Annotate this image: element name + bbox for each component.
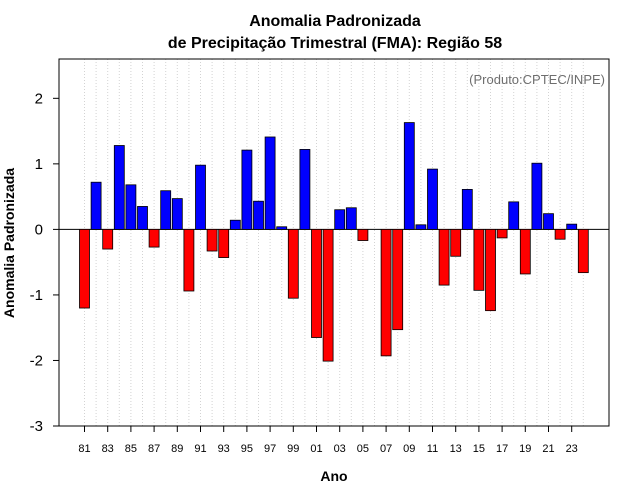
bar-2017	[496, 228, 508, 239]
bar-2013	[450, 228, 462, 257]
bar-1997	[264, 136, 276, 230]
x-tick-label-11: 11	[427, 443, 438, 455]
bar-1986	[137, 206, 148, 230]
x-tick-label-87: 87	[148, 443, 160, 455]
bar-1982	[90, 181, 102, 230]
bar-1996	[253, 200, 264, 230]
bar-2021	[543, 213, 554, 230]
chart-title-line1: Anomalia Padronizada	[249, 13, 421, 30]
bar-1991	[195, 164, 206, 230]
x-tick-label-07: 07	[380, 443, 392, 455]
x-tick-label-17: 17	[496, 443, 508, 455]
y-axis-title: Anomalia Padronizada	[1, 168, 17, 318]
bar-1992	[206, 228, 218, 252]
x-tick-label-05: 05	[357, 443, 369, 455]
bar-1988	[160, 190, 172, 230]
bar-2014	[461, 189, 473, 230]
bar-2004	[345, 207, 357, 230]
plot-frame	[58, 58, 610, 427]
bar-2018	[508, 201, 520, 230]
bar-2019	[519, 228, 531, 275]
bar-2011	[427, 168, 438, 230]
bar-1998	[276, 226, 288, 230]
x-tick-label-93: 93	[218, 443, 230, 455]
bar-1987	[148, 228, 160, 248]
bar-2012	[438, 228, 450, 286]
bar-2010	[415, 224, 427, 230]
x-axis: 81 83 85 87 89 91 93 95 97 99 01 03 05 07 09 11 13 15 17 19…	[78, 426, 578, 455]
y-tick-label-0: 0	[35, 221, 43, 238]
bar-2020	[531, 162, 543, 230]
x-tick-label-01: 01	[310, 443, 322, 455]
bar-2007	[380, 228, 392, 357]
bar-2015	[473, 228, 485, 291]
bar-2016	[485, 228, 496, 312]
y-tick-label--1: -1	[30, 287, 43, 304]
bar-2022	[554, 228, 566, 240]
x-tick-label-13: 13	[450, 443, 462, 455]
bar-1983	[102, 228, 114, 250]
bar-1989	[171, 198, 183, 230]
x-tick-label-99: 99	[287, 443, 299, 455]
y-axis: -3 -2 -1 0 1 2	[30, 90, 59, 435]
bar-2001	[311, 228, 322, 338]
credit-text: (Produto:CPTEC/INPE)	[469, 72, 605, 87]
x-tick-label-81: 81	[78, 443, 90, 455]
y-tick-label-2: 2	[35, 90, 43, 107]
x-tick-label-85: 85	[125, 443, 137, 455]
bar-2009	[403, 122, 415, 230]
y-tick-label-1: 1	[35, 156, 43, 173]
x-tick-label-15: 15	[473, 443, 485, 455]
x-tick-label-09: 09	[403, 443, 415, 455]
bar-2005	[357, 228, 369, 241]
bar-2000	[299, 149, 311, 230]
x-tick-label-97: 97	[264, 443, 276, 455]
bar-2003	[334, 209, 346, 230]
bar-1981	[79, 228, 90, 309]
y-tick-label--3: -3	[30, 418, 43, 435]
x-tick-label-83: 83	[102, 443, 114, 455]
x-tick-label-21: 21	[542, 443, 554, 455]
bar-1993	[218, 228, 230, 258]
x-tick-label-03: 03	[334, 443, 346, 455]
x-axis-title: Ano	[320, 468, 347, 484]
x-tick-label-95: 95	[241, 443, 253, 455]
bar-1994	[229, 219, 241, 230]
y-tick-label--2: -2	[30, 352, 43, 369]
bar-2002	[322, 228, 334, 362]
bar-1999	[287, 228, 299, 299]
bar-2024	[577, 228, 589, 274]
x-tick-label-91: 91	[194, 443, 206, 455]
x-tick-label-19: 19	[519, 443, 531, 455]
bar-1990	[183, 228, 195, 292]
bar-1984	[113, 145, 125, 230]
bar-1985	[125, 184, 137, 230]
x-tick-label-23: 23	[566, 443, 578, 455]
bar-2023	[566, 223, 578, 230]
x-tick-label-89: 89	[171, 443, 183, 455]
chart-title-line2: de Precipitação Trimestral (FMA): Região…	[168, 35, 502, 52]
bar-2008	[392, 228, 404, 331]
bar-1995	[241, 149, 253, 230]
bars	[79, 122, 589, 362]
